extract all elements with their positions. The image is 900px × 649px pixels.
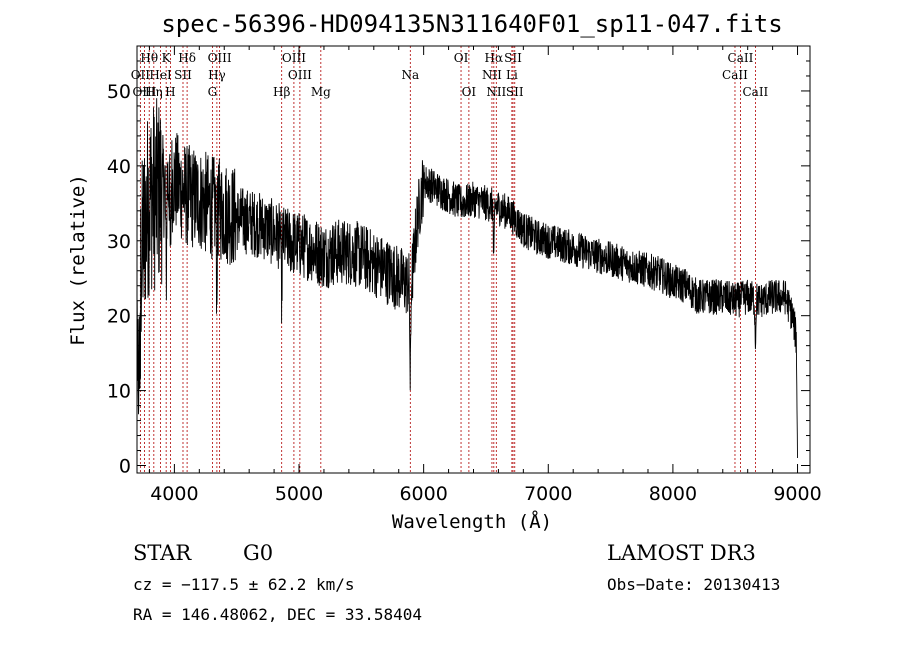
y-tick-label: 10 (107, 381, 131, 403)
line-marker-label: OIII (282, 51, 306, 65)
x-tick-label: 7000 (524, 483, 572, 505)
line-marker-label: Hα (485, 51, 504, 65)
line-marker-label: Hγ (208, 68, 226, 82)
line-marker-label: Hθ (140, 51, 158, 65)
line-marker-label: Na (401, 68, 419, 82)
object-class: STAR (133, 541, 192, 565)
chart-title: spec-56396-HD094135N311640F01_sp11-047.f… (161, 10, 782, 38)
line-marker-label: CaII (728, 51, 754, 65)
line-marker-label: K (162, 51, 172, 65)
x-tick-label: 8000 (649, 483, 697, 505)
spectrum-layer (136, 98, 798, 459)
y-tick-label: 0 (119, 456, 131, 478)
x-tick-label: 9000 (773, 483, 821, 505)
plot-frame (136, 45, 811, 474)
y-tick-label: 40 (107, 156, 131, 178)
y-tick-label: 30 (107, 231, 131, 253)
y-tick-label: 20 (107, 306, 131, 328)
line-marker-label: CaII (742, 85, 768, 99)
line-marker-label: OIII (208, 51, 232, 65)
line-marker-label: Hβ (273, 85, 290, 99)
y-tick-label: 50 (107, 81, 131, 103)
line-marker-label: Hδ (178, 51, 196, 65)
spectrum-line (136, 98, 798, 459)
line-marker-label: SII (506, 85, 524, 99)
line-marker-label: CaII (722, 68, 748, 82)
line-marker-label: OII (131, 68, 151, 82)
line-marker-label: NII (482, 68, 502, 82)
line-marker-label: Mg (311, 85, 331, 99)
line-marker-label: Li (506, 68, 518, 82)
line-marker-label: OI (462, 85, 477, 99)
line-marker-label: NII (486, 85, 506, 99)
object-subclass: G0 (243, 541, 273, 565)
coordinates: RA = 146.48062, DEC = 33.58404 (133, 605, 422, 624)
x-axis-label: Wavelength (Å) (392, 510, 552, 533)
line-marker-label: G (208, 85, 218, 99)
y-axis-label: Flux (relative) (67, 174, 89, 346)
line-marker-label: HeI (149, 68, 172, 82)
x-tick-label: 6000 (399, 483, 447, 505)
line-marker-label: Hη (145, 85, 163, 99)
x-tick-label: 5000 (275, 483, 323, 505)
line-marker-label: OI (454, 51, 469, 65)
line-marker-label: SII (504, 51, 522, 65)
line-marker-label: OIII (132, 85, 156, 99)
redshift-text: cz = −117.5 ± 62.2 km/s (133, 575, 355, 594)
line-marker-label: H (165, 85, 175, 99)
x-tick-label: 4000 (150, 483, 198, 505)
survey-name: LAMOST DR3 (607, 541, 756, 565)
axis-ticks: 4000 5000 6000 7000 8000 9000 0 10 20 30 40 50 (107, 46, 822, 505)
line-marker-label: OIII (288, 68, 312, 82)
line-marker-label: SII (174, 68, 192, 82)
obs-date: Obs−Date: 20130413 (607, 575, 780, 594)
